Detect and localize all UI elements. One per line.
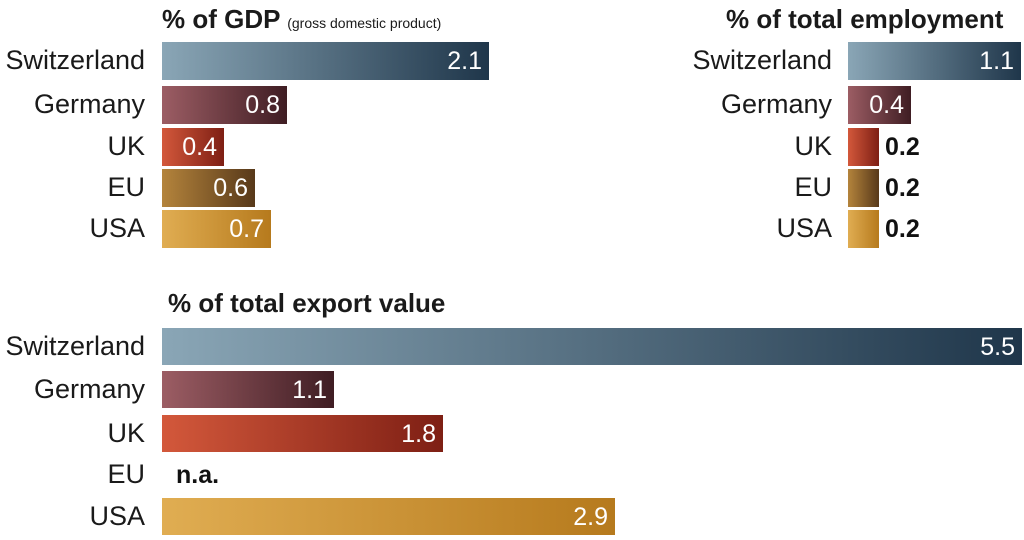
gdp-value-germany: 0.8 <box>245 91 280 119</box>
employment-label-germany: Germany <box>720 89 832 119</box>
export-label-germany: Germany <box>33 374 145 404</box>
employment-value-germany: 0.4 <box>869 91 904 119</box>
gdp-value-switzerland: 2.1 <box>447 47 482 75</box>
employment-bar-germany <box>848 86 911 124</box>
export-label-usa: USA <box>89 501 145 531</box>
export-label-uk: UK <box>107 418 145 448</box>
employment-label-switzerland: Switzerland <box>692 45 832 75</box>
export-bar-germany <box>162 371 334 408</box>
gdp-bar-usa <box>162 210 271 248</box>
export-chart-title: % of total export value <box>168 288 446 318</box>
gdp-chart-title: % of GDP (gross domestic product) <box>162 4 441 38</box>
gdp-subtitle: (gross domestic product) <box>287 15 442 31</box>
employment-label-eu: EU <box>794 172 832 202</box>
gdp-title-text: % of GDP <box>162 4 280 34</box>
export-label-eu: EU <box>107 459 145 489</box>
gdp-bar-uk <box>162 128 224 166</box>
employment-value-uk: 0.2 <box>885 133 920 161</box>
gdp-value-usa: 0.7 <box>229 215 264 243</box>
export-bar-uk <box>162 415 443 452</box>
export-value-germany: 1.1 <box>292 376 327 404</box>
employment-bar-uk <box>848 128 879 166</box>
gdp-bar-switzerland <box>162 42 489 80</box>
employment-value-switzerland: 1.1 <box>979 47 1014 75</box>
export-value-uk: 1.8 <box>401 420 436 448</box>
employment-bar-eu <box>848 169 879 207</box>
employment-bar-usa <box>848 210 879 248</box>
gdp-value-uk: 0.4 <box>182 133 217 161</box>
gdp-label-germany: Germany <box>33 89 145 119</box>
gdp-label-usa: USA <box>89 213 145 243</box>
export-bar-usa <box>162 498 615 535</box>
export-label-switzerland: Switzerland <box>5 331 145 361</box>
export-value-usa: 2.9 <box>573 503 608 531</box>
gdp-value-eu: 0.6 <box>213 174 248 202</box>
employment-label-uk: UK <box>794 131 832 161</box>
gdp-bar-eu <box>162 169 255 207</box>
export-value-eu: n.a. <box>176 461 220 489</box>
gdp-label-uk: UK <box>107 131 145 161</box>
gdp-label-switzerland: Switzerland <box>5 45 145 75</box>
gdp-bar-germany <box>162 86 287 124</box>
gdp-label-eu: EU <box>107 172 145 202</box>
export-value-switzerland: 5.5 <box>980 333 1015 361</box>
employment-value-eu: 0.2 <box>885 174 920 202</box>
employment-value-usa: 0.2 <box>885 215 920 243</box>
export-bar-switzerland <box>162 328 1022 365</box>
employment-bar-switzerland <box>848 42 1021 80</box>
employment-label-usa: USA <box>776 213 832 243</box>
employment-chart-title: % of total employment <box>726 4 1004 34</box>
